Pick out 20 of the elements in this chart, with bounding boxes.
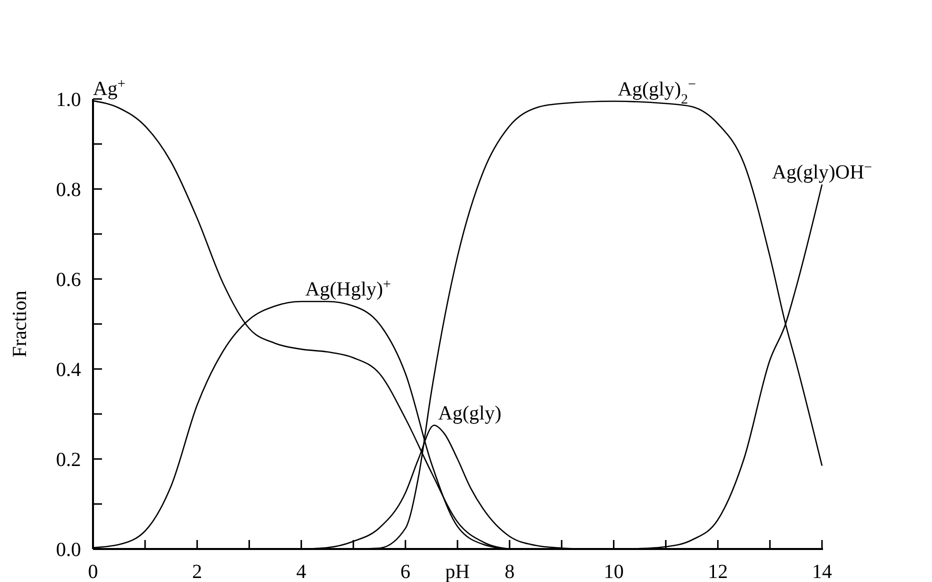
x-axis-title: pH <box>445 561 470 582</box>
series-label: Ag$^{+}$ <box>93 76 126 100</box>
y-tick-label: 0.4 <box>56 359 81 381</box>
series-label: Ag(gly)OH$^{−}$ <box>772 160 872 184</box>
x-tick-label: 2 <box>192 561 202 582</box>
x-tick-label: 14 <box>812 561 832 582</box>
x-tick-label: 10 <box>604 561 624 582</box>
series-label: Ag(gly) <box>438 402 502 424</box>
y-tick-label: 0.0 <box>56 539 81 561</box>
x-tick-label: 0 <box>88 561 98 582</box>
series-label: Ag(Hgly)$^{+}$ <box>305 277 392 300</box>
x-tick-label: 4 <box>296 561 306 582</box>
y-tick-label: 0.2 <box>56 449 81 471</box>
x-tick-label: 12 <box>708 561 728 582</box>
y-tick-label: 1.0 <box>56 89 81 111</box>
x-tick-label: 6 <box>400 561 410 582</box>
y-tick-label: 0.6 <box>56 269 81 291</box>
x-tick-label: 8 <box>504 561 515 582</box>
y-tick-label: 0.8 <box>56 179 81 201</box>
y-axis-title: Fraction <box>9 290 31 358</box>
